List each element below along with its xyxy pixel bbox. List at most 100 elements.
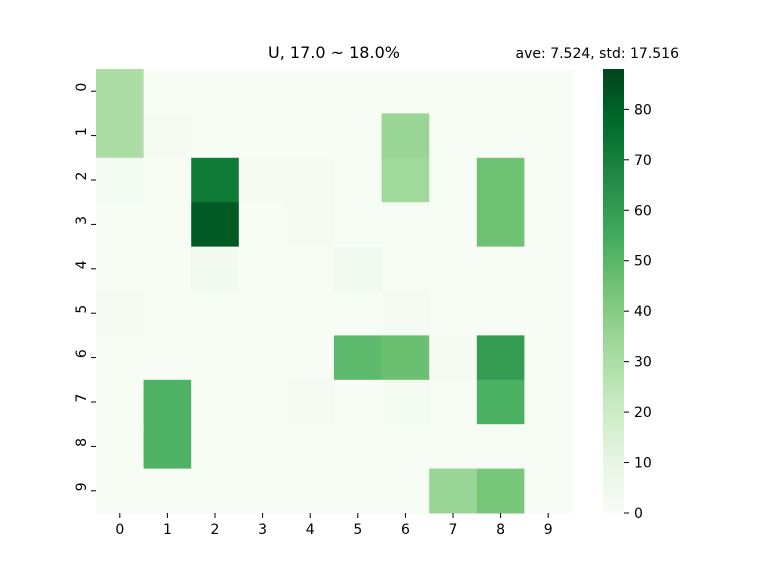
heatmap-cell-r9-c8	[476, 468, 525, 514]
chart-title: U, 17.0 ~ 18.0%	[268, 43, 400, 62]
heatmap-cell-r2-c8	[476, 157, 525, 203]
heatmap-cell-r6-c2	[191, 335, 240, 381]
heatmap-cell-r0-c7	[429, 69, 478, 114]
x-tick-label: 1	[163, 522, 172, 538]
heatmap-cell-r7-c9	[524, 379, 573, 425]
heatmap-cell-r5-c7	[429, 291, 478, 336]
heatmap-cell-r1-c0	[96, 113, 145, 159]
heatmap-cell-r9-c9	[524, 468, 573, 514]
heatmap-cell-r4-c2	[191, 246, 240, 292]
heatmap-cell-r1-c5	[334, 113, 383, 159]
heatmap-cell-r1-c4	[286, 113, 335, 159]
y-tick-label: 2	[74, 172, 90, 181]
heatmap-cell-r3-c1	[143, 202, 192, 248]
heatmap-cell-r5-c1	[143, 291, 192, 336]
colorbar-ticks: 0 10 20 30 40 50 60 70 80	[624, 102, 652, 522]
heatmap-cell-r5-c0	[96, 291, 145, 336]
y-tick-label: 3	[74, 216, 90, 225]
y-tick-label: 4	[74, 260, 90, 269]
heatmap-cell-r0-c8	[476, 69, 525, 114]
heatmap-cell-r1-c6	[381, 113, 430, 159]
heatmap-cell-r0-c3	[238, 69, 287, 114]
y-tick-label: 5	[74, 305, 90, 314]
heatmap-cell-r7-c6	[381, 379, 430, 425]
heatmap-cell-r8-c8	[476, 424, 525, 470]
heatmap-cell-r6-c4	[286, 335, 335, 381]
heatmap-cell-r8-c4	[286, 424, 335, 470]
colorbar-tick-label: 70	[634, 153, 652, 169]
heatmap-cell-r4-c0	[96, 246, 145, 292]
heatmap-cell-r8-c5	[334, 424, 383, 470]
heatmap-cells	[96, 69, 573, 514]
heatmap-cell-r4-c4	[286, 246, 335, 292]
x-tick-label: 3	[258, 522, 267, 538]
heatmap-cell-r9-c0	[96, 468, 145, 514]
heatmap-cell-r5-c2	[191, 291, 240, 336]
heatmap-cell-r0-c5	[334, 69, 383, 114]
colorbar-tick-label: 20	[634, 405, 652, 421]
heatmap-cell-r6-c7	[429, 335, 478, 381]
y-tick-label: 8	[74, 438, 90, 447]
heatmap-cell-r0-c0	[96, 69, 145, 114]
heatmap-cell-r4-c9	[524, 246, 573, 292]
heatmap-cell-r0-c1	[143, 69, 192, 114]
heatmap-cell-r3-c6	[381, 202, 430, 248]
colorbar	[603, 69, 624, 513]
heatmap-cell-r9-c2	[191, 468, 240, 514]
heatmap-cell-r5-c5	[334, 291, 383, 336]
heatmap-cell-r8-c0	[96, 424, 145, 470]
heatmap-cell-r9-c6	[381, 468, 430, 514]
heatmap-cell-r0-c2	[191, 69, 240, 114]
y-axis: 0 1 2 3 4 5 6 7 8 9	[74, 83, 96, 492]
heatmap-cell-r8-c1	[143, 424, 192, 470]
heatmap-cell-r5-c3	[238, 291, 287, 336]
colorbar-tick-label: 80	[634, 102, 652, 118]
heatmap-cell-r7-c8	[476, 379, 525, 425]
heatmap-cell-r8-c6	[381, 424, 430, 470]
heatmap-cell-r7-c4	[286, 379, 335, 425]
heatmap-cell-r2-c9	[524, 157, 573, 203]
colorbar-tick-label: 60	[634, 203, 652, 219]
heatmap-cell-r1-c9	[524, 113, 573, 159]
x-tick-label: 9	[544, 522, 553, 538]
heatmap-cell-r9-c5	[334, 468, 383, 514]
heatmap-cell-r3-c7	[429, 202, 478, 248]
heatmap-cell-r7-c7	[429, 379, 478, 425]
y-tick-label: 6	[74, 349, 90, 358]
y-tick-label: 7	[74, 394, 90, 403]
heatmap-cell-r7-c3	[238, 379, 287, 425]
colorbar-tick-label: 40	[634, 304, 652, 320]
x-tick-label: 5	[353, 522, 362, 538]
heatmap-cell-r2-c7	[429, 157, 478, 203]
heatmap-cell-r4-c3	[238, 246, 287, 292]
x-tick-label: 8	[496, 522, 505, 538]
heatmap-cell-r8-c2	[191, 424, 240, 470]
heatmap-cell-r6-c8	[476, 335, 525, 381]
heatmap-cell-r6-c0	[96, 335, 145, 381]
heatmap-cell-r1-c3	[238, 113, 287, 159]
x-tick-label: 4	[306, 522, 315, 538]
y-tick-label: 9	[74, 482, 90, 491]
heatmap-cell-r3-c8	[476, 202, 525, 248]
heatmap-cell-r1-c7	[429, 113, 478, 159]
heatmap-cell-r6-c1	[143, 335, 192, 381]
chart-stats: ave: 7.524, std: 17.516	[516, 46, 680, 62]
heatmap-cell-r2-c3	[238, 157, 287, 203]
colorbar-tick-label: 30	[634, 355, 652, 371]
heatmap-cell-r7-c0	[96, 379, 145, 425]
heatmap-cell-r7-c5	[334, 379, 383, 425]
heatmap-cell-r6-c9	[524, 335, 573, 381]
heatmap-cell-r5-c9	[524, 291, 573, 336]
heatmap-cell-r4-c1	[143, 246, 192, 292]
heatmap-cell-r5-c4	[286, 291, 335, 336]
heatmap-cell-r2-c5	[334, 157, 383, 203]
heatmap-cell-r6-c3	[238, 335, 287, 381]
heatmap-cell-r3-c9	[524, 202, 573, 248]
heatmap-cell-r8-c9	[524, 424, 573, 470]
heatmap-cell-r4-c7	[429, 246, 478, 292]
heatmap-cell-r3-c0	[96, 202, 145, 248]
colorbar-tick-label: 0	[634, 506, 643, 522]
heatmap-cell-r2-c1	[143, 157, 192, 203]
heatmap-cell-r4-c8	[476, 246, 525, 292]
